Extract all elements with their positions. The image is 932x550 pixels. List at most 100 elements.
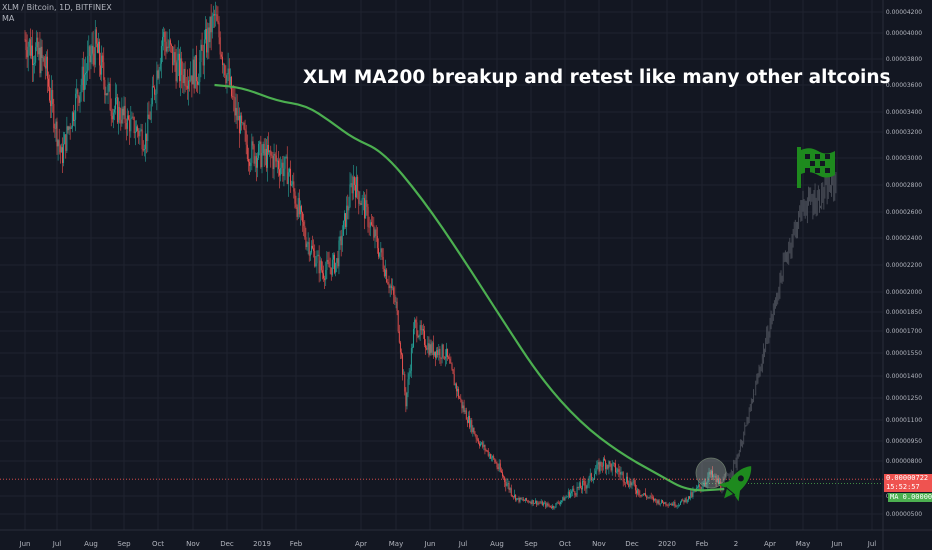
candle [286, 146, 288, 185]
candle [585, 480, 587, 494]
candle [604, 455, 605, 461]
candle [348, 196, 350, 220]
candle [533, 502, 535, 505]
candle [632, 478, 634, 486]
x-tick-label: May [796, 540, 810, 548]
candle [346, 196, 348, 236]
candle [139, 128, 141, 145]
candle [436, 347, 438, 360]
candle [597, 459, 599, 470]
candle [408, 367, 410, 385]
candle [460, 394, 462, 403]
candle [557, 500, 559, 504]
candle [34, 55, 36, 74]
candle [367, 203, 369, 233]
current-price-tag: 0.00000722 [884, 474, 932, 484]
candle [334, 252, 336, 275]
candle [636, 484, 637, 498]
candle [360, 200, 362, 206]
candle [113, 105, 115, 121]
candle [112, 109, 114, 129]
candle [641, 494, 643, 497]
candle [530, 500, 532, 505]
candle [107, 77, 109, 105]
candle [321, 261, 323, 280]
candle [555, 502, 557, 509]
candle [356, 166, 358, 199]
candle [124, 97, 126, 130]
candle [469, 410, 471, 430]
candle [444, 349, 446, 367]
candle [282, 156, 284, 182]
candle [677, 503, 679, 508]
x-tick-label: Jun [424, 540, 436, 548]
y-tick-label: 0.00001850 [886, 309, 922, 316]
candle [509, 487, 511, 493]
candle [502, 469, 503, 479]
indicator-legend[interactable]: MA [2, 14, 15, 23]
candle [470, 418, 472, 433]
candle [496, 461, 498, 470]
candle [109, 77, 111, 111]
candle [211, 12, 213, 39]
candle [441, 343, 443, 364]
y-tick-label: 0.00001700 [886, 328, 922, 335]
candle [454, 382, 456, 389]
candle [717, 475, 719, 485]
candle [240, 112, 241, 135]
candle [106, 93, 108, 96]
candle [515, 494, 517, 502]
candle [426, 345, 428, 351]
candle [173, 46, 175, 66]
candle [44, 54, 46, 80]
candle [89, 44, 91, 80]
candle [620, 466, 622, 481]
candle [293, 172, 295, 199]
candle [232, 85, 234, 100]
candle [480, 440, 481, 447]
candle [140, 123, 142, 132]
y-tick-label: 0.00002600 [886, 209, 922, 216]
candle [618, 463, 620, 478]
candle [690, 488, 692, 501]
candle [110, 98, 112, 127]
candle [608, 460, 610, 475]
candle [223, 62, 225, 77]
candle [326, 251, 328, 280]
candle [672, 502, 674, 506]
candle [410, 343, 412, 378]
candle [527, 500, 529, 503]
candle [674, 499, 676, 508]
candle [710, 469, 712, 479]
candle [609, 460, 611, 467]
candle [375, 225, 377, 242]
candle [474, 431, 476, 437]
candle [452, 368, 454, 375]
candle [224, 63, 226, 79]
candle [536, 500, 538, 508]
candle [59, 144, 61, 164]
candle [483, 440, 485, 451]
candle [325, 261, 327, 286]
rocket-icon [718, 466, 752, 502]
candle [587, 478, 589, 488]
candle [268, 132, 270, 155]
candle [158, 66, 160, 85]
candle [577, 486, 579, 491]
candle [473, 427, 475, 434]
candle [627, 472, 629, 485]
candle [271, 151, 273, 159]
candle [685, 496, 687, 504]
y-tick-label: 0.00001250 [886, 395, 922, 402]
candle [709, 469, 711, 478]
candle [163, 26, 165, 51]
candle [389, 283, 391, 298]
x-tick-label: Sep [117, 540, 131, 548]
candle [209, 16, 211, 48]
candle [278, 151, 279, 177]
candle [576, 482, 578, 498]
candle [337, 251, 339, 269]
candle [472, 425, 474, 437]
